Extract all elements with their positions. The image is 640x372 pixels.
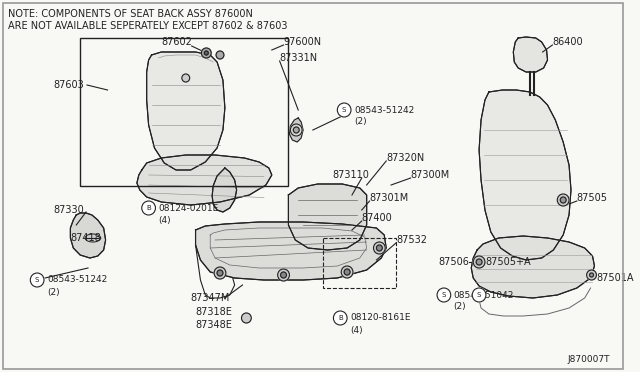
Text: (2): (2) (354, 116, 367, 125)
Text: 87320N: 87320N (386, 153, 424, 163)
Text: B: B (147, 205, 151, 211)
Circle shape (333, 311, 347, 325)
Polygon shape (147, 52, 225, 170)
Text: NOTE: COMPONENTS OF SEAT BACK ASSY 87600N: NOTE: COMPONENTS OF SEAT BACK ASSY 87600… (8, 9, 253, 19)
Text: S: S (442, 292, 446, 298)
Text: 87331N: 87331N (280, 53, 317, 63)
Polygon shape (70, 213, 106, 258)
Circle shape (241, 313, 252, 323)
Circle shape (278, 269, 289, 281)
Text: 87400: 87400 (362, 213, 392, 223)
Circle shape (204, 51, 208, 55)
Polygon shape (289, 184, 367, 250)
Circle shape (589, 273, 593, 277)
Text: 08543-51242: 08543-51242 (354, 106, 414, 115)
Text: (2): (2) (454, 302, 467, 311)
Text: 87501A: 87501A (596, 273, 634, 283)
Text: 08543-51042: 08543-51042 (454, 291, 514, 299)
Text: (4): (4) (158, 215, 171, 224)
Circle shape (587, 270, 596, 280)
Text: 87602: 87602 (161, 37, 192, 47)
Text: B: B (338, 315, 342, 321)
Polygon shape (85, 234, 100, 242)
Polygon shape (289, 118, 303, 142)
Text: 86400: 86400 (552, 37, 583, 47)
Polygon shape (479, 90, 571, 260)
Polygon shape (513, 37, 548, 72)
Text: 87301M: 87301M (369, 193, 409, 203)
Text: 87418: 87418 (70, 233, 101, 243)
Circle shape (376, 245, 382, 251)
Circle shape (374, 242, 385, 254)
Circle shape (30, 273, 44, 287)
Polygon shape (137, 155, 272, 205)
Polygon shape (471, 236, 595, 298)
Text: 87505+A: 87505+A (485, 257, 531, 267)
Text: 87532: 87532 (396, 235, 427, 245)
Text: 87300M: 87300M (411, 170, 450, 180)
Text: 97600N: 97600N (284, 37, 322, 47)
Text: 08124-0201E: 08124-0201E (158, 203, 219, 212)
Text: 08120-8161E: 08120-8161E (350, 314, 410, 323)
Text: S: S (477, 292, 481, 298)
Circle shape (557, 194, 569, 206)
Bar (323, 238, 396, 288)
Bar (80, 38, 289, 186)
Circle shape (280, 272, 287, 278)
Circle shape (344, 269, 350, 275)
Text: 08543-51242: 08543-51242 (47, 276, 107, 285)
Polygon shape (212, 168, 237, 212)
Polygon shape (196, 222, 386, 280)
Circle shape (182, 74, 189, 82)
Circle shape (337, 103, 351, 117)
Text: ARE NOT AVAILABLE SEPERATELY EXCEPT 87602 & 87603: ARE NOT AVAILABLE SEPERATELY EXCEPT 8760… (8, 21, 287, 31)
Circle shape (142, 201, 156, 215)
Text: J870007T: J870007T (567, 356, 609, 365)
Text: 87347M: 87347M (191, 293, 230, 303)
Text: S: S (342, 107, 346, 113)
Text: 87505: 87505 (577, 193, 608, 203)
Circle shape (560, 197, 566, 203)
Text: 873110: 873110 (332, 170, 369, 180)
Text: S: S (35, 277, 39, 283)
Circle shape (341, 266, 353, 278)
Circle shape (293, 127, 299, 133)
Text: 87506: 87506 (438, 257, 469, 267)
Circle shape (214, 267, 226, 279)
Circle shape (202, 48, 211, 58)
Text: 87603: 87603 (54, 80, 84, 90)
Circle shape (473, 256, 485, 268)
Text: (4): (4) (350, 326, 363, 334)
Circle shape (216, 51, 224, 59)
Text: 87348E: 87348E (196, 320, 232, 330)
Circle shape (437, 288, 451, 302)
Circle shape (472, 288, 486, 302)
Text: 87330: 87330 (54, 205, 84, 215)
Text: (2): (2) (47, 288, 60, 296)
Circle shape (217, 270, 223, 276)
Circle shape (291, 124, 302, 136)
Circle shape (476, 259, 482, 265)
Text: 87318E: 87318E (196, 307, 232, 317)
